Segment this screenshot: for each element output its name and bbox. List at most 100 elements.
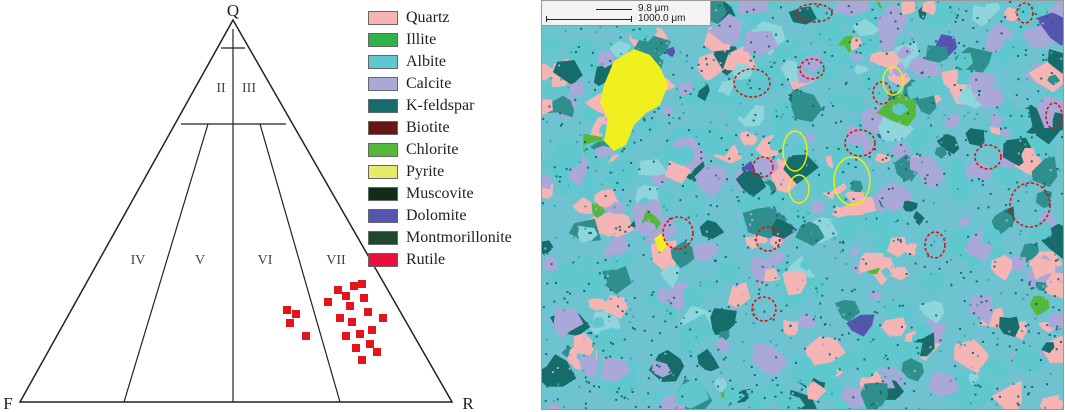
mineral-speckle xyxy=(1034,13,1037,15)
mineral-speckle xyxy=(631,391,634,393)
mineral-speckle xyxy=(1062,174,1063,177)
mineral-speckle xyxy=(657,107,660,110)
mineral-speckle xyxy=(678,78,681,81)
mineral-speckle xyxy=(648,128,651,131)
mineral-speckle xyxy=(904,156,907,159)
mineral-speckle xyxy=(616,181,619,184)
mineral-speckle xyxy=(715,9,718,12)
mineral-grain xyxy=(894,154,920,182)
mineral-speckle xyxy=(553,300,556,303)
mineral-speckle xyxy=(1023,233,1026,235)
mineral-speckle xyxy=(905,407,908,409)
mineral-speckle xyxy=(979,239,982,242)
mineral-speckle xyxy=(700,157,703,160)
mineral-grain xyxy=(791,40,803,51)
sample-marker xyxy=(283,306,291,314)
mineral-grain xyxy=(670,240,695,269)
mineral-speckle xyxy=(879,42,882,45)
mineral-grain xyxy=(637,159,668,176)
mineral-speckle xyxy=(873,310,876,313)
mineral-speckle xyxy=(615,25,618,28)
mineral-speckle xyxy=(737,267,740,270)
mineral-speckle xyxy=(762,173,765,176)
mineral-speckle xyxy=(653,111,656,113)
mineral-speckle xyxy=(622,169,625,172)
mineral-speckle xyxy=(728,404,730,407)
mineral-speckle xyxy=(631,194,634,197)
mineral-speckle xyxy=(1058,397,1061,400)
mineral-speckle xyxy=(971,351,974,354)
mineral-grain xyxy=(639,197,650,205)
mineral-speckle xyxy=(722,358,725,361)
mineral-speckle xyxy=(595,207,598,210)
mineral-speckle xyxy=(621,150,624,153)
yellow-highlight-ellipse xyxy=(882,66,904,96)
mineral-map-canvas xyxy=(542,1,1063,409)
mineral-speckle xyxy=(885,7,887,10)
mineral-speckle xyxy=(891,154,894,157)
mineral-speckle xyxy=(803,220,806,223)
mineral-speckle xyxy=(1024,125,1027,128)
mineral-speckle xyxy=(939,350,942,353)
mineral-speckle xyxy=(845,195,848,198)
mineral-grain xyxy=(802,274,827,298)
mineral-speckle xyxy=(903,150,906,153)
mineral-speckle xyxy=(780,116,783,119)
mineral-speckle xyxy=(841,249,844,252)
mineral-speckle xyxy=(613,202,616,205)
mineral-speckle xyxy=(780,310,783,313)
mineral-speckle xyxy=(954,377,957,380)
mineral-speckle xyxy=(1040,359,1042,362)
mineral-speckle xyxy=(667,299,670,302)
mineral-speckle xyxy=(1016,402,1019,405)
mineral-speckle xyxy=(909,31,912,34)
mineral-speckle xyxy=(976,17,979,20)
mineral-speckle xyxy=(1022,297,1025,300)
mineral-grain xyxy=(790,355,818,387)
mineral-speckle xyxy=(1050,51,1053,54)
mineral-speckle xyxy=(679,51,682,54)
mineral-speckle xyxy=(1035,303,1038,305)
mineral-speckle xyxy=(628,321,631,323)
legend-swatch xyxy=(368,187,398,201)
mineral-speckle xyxy=(891,24,894,27)
mineral-speckle xyxy=(633,393,636,396)
sample-marker xyxy=(342,332,350,340)
mineral-grain xyxy=(736,1,769,14)
mineral-speckle xyxy=(632,28,635,31)
mineral-speckle xyxy=(1051,21,1054,24)
mineral-speckle xyxy=(886,358,889,361)
mineral-speckle xyxy=(648,330,651,332)
mineral-speckle xyxy=(684,362,687,364)
mineral-speckle xyxy=(781,179,784,181)
mineral-speckle xyxy=(592,395,594,398)
mineral-speckle xyxy=(664,52,667,54)
mineral-speckle xyxy=(1049,281,1052,283)
mineral-speckle xyxy=(818,25,820,28)
mineral-speckle xyxy=(589,125,592,128)
mineral-grain xyxy=(884,3,902,20)
mineral-speckle xyxy=(884,161,887,164)
mineral-speckle xyxy=(879,31,882,34)
mineral-speckle xyxy=(950,11,953,14)
mineral-speckle xyxy=(969,402,972,405)
mineral-speckle xyxy=(802,279,804,282)
mineral-speckle xyxy=(576,141,578,144)
mineral-speckle xyxy=(643,329,646,332)
mineral-speckle xyxy=(974,236,977,239)
mineral-speckle xyxy=(877,301,880,304)
sample-marker xyxy=(350,282,358,290)
mineral-speckle xyxy=(1050,72,1053,74)
mineral-speckle xyxy=(1034,209,1037,212)
mineral-speckle xyxy=(737,199,740,202)
mineral-speckle xyxy=(759,81,761,84)
mineral-speckle xyxy=(770,193,773,196)
mineral-speckle xyxy=(599,31,602,34)
mineral-speckle xyxy=(542,155,545,158)
mineral-speckle xyxy=(848,332,850,335)
mineral-grain xyxy=(683,200,704,217)
mineral-speckle xyxy=(989,192,992,195)
mineral-speckle xyxy=(890,73,892,76)
mineral-speckle xyxy=(947,117,950,120)
mineral-speckle xyxy=(1004,16,1006,19)
